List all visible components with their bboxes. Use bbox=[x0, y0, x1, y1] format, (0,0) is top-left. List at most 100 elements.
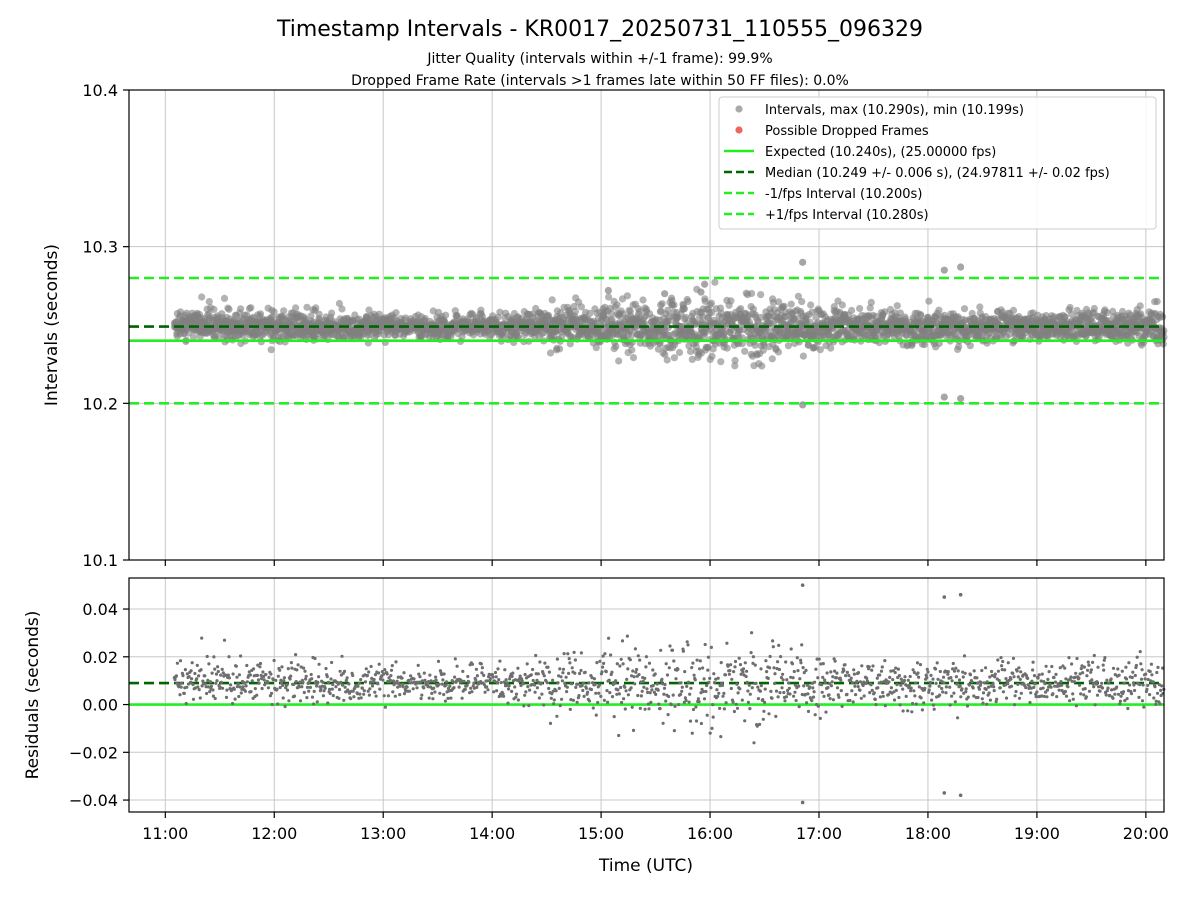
residual-point bbox=[719, 735, 723, 739]
residual-point bbox=[191, 682, 195, 687]
residual-point bbox=[662, 686, 667, 690]
residual-point bbox=[235, 685, 239, 689]
interval-point bbox=[548, 296, 556, 304]
residual-point bbox=[898, 703, 902, 707]
interval-point bbox=[787, 300, 795, 308]
residual-point bbox=[592, 677, 597, 681]
interval-point bbox=[731, 356, 739, 365]
interval-point bbox=[955, 342, 963, 351]
residual-point bbox=[444, 680, 449, 684]
residual-point bbox=[272, 658, 276, 663]
chart-subtitle-jitter: Jitter Quality (intervals within +/-1 fr… bbox=[426, 51, 772, 67]
residual-point bbox=[278, 668, 282, 672]
residual-point bbox=[593, 682, 597, 687]
residual-point bbox=[625, 677, 629, 682]
x-tick-label-6: 17:00 bbox=[796, 824, 842, 843]
residual-point bbox=[594, 691, 598, 695]
residual-point bbox=[582, 694, 586, 699]
interval-point bbox=[237, 305, 245, 313]
residual-point bbox=[514, 695, 518, 699]
residual-point bbox=[374, 694, 378, 698]
residual-point bbox=[232, 687, 236, 691]
residual-point bbox=[1144, 672, 1148, 676]
residual-point bbox=[985, 702, 989, 706]
residual-point bbox=[219, 673, 223, 677]
residual-point bbox=[305, 696, 309, 700]
residual-point bbox=[182, 691, 186, 696]
residual-point bbox=[448, 684, 452, 688]
residual-point bbox=[309, 672, 313, 677]
residual-point bbox=[767, 712, 771, 716]
residual-point bbox=[743, 661, 747, 665]
residual-point bbox=[432, 686, 436, 690]
residual-point bbox=[879, 680, 883, 684]
residual-point bbox=[359, 678, 363, 682]
interval-point bbox=[280, 307, 288, 315]
residual-point bbox=[957, 678, 962, 682]
residual-point bbox=[792, 694, 796, 698]
residual-point bbox=[339, 680, 343, 685]
interval-point bbox=[717, 358, 725, 366]
residual-point bbox=[674, 677, 678, 681]
interval-outlier-point bbox=[701, 280, 709, 288]
residual-point bbox=[888, 675, 892, 680]
residual-point bbox=[385, 672, 389, 676]
residual-point bbox=[446, 696, 450, 701]
residual-point bbox=[930, 698, 934, 702]
residual-point bbox=[567, 671, 571, 676]
residual-point bbox=[1155, 691, 1160, 695]
residual-point bbox=[325, 675, 329, 679]
interval-point bbox=[571, 307, 580, 315]
residual-point bbox=[848, 698, 852, 703]
residual-point bbox=[873, 697, 877, 702]
residual-point bbox=[474, 667, 478, 671]
residual-point bbox=[961, 675, 965, 679]
residual-point bbox=[1079, 692, 1083, 696]
residual-point bbox=[600, 670, 604, 674]
residual-point bbox=[768, 666, 772, 670]
residual-point bbox=[990, 669, 994, 674]
residual-point bbox=[574, 685, 578, 690]
residual-point bbox=[1049, 685, 1053, 689]
x-tick-label-1: 12:00 bbox=[251, 824, 297, 843]
residual-point bbox=[941, 675, 946, 679]
interval-point bbox=[629, 354, 638, 362]
residual-point bbox=[245, 680, 249, 684]
residual-point bbox=[813, 680, 817, 684]
residual-point bbox=[366, 689, 370, 693]
residual-point bbox=[835, 671, 839, 675]
residual-point bbox=[1148, 693, 1152, 697]
residual-point bbox=[1051, 692, 1055, 696]
residual-point bbox=[1152, 696, 1156, 700]
residual-point bbox=[745, 680, 749, 684]
residual-point bbox=[872, 691, 876, 695]
residual-point bbox=[479, 662, 483, 666]
residual-point bbox=[264, 672, 268, 677]
interval-outlier-point bbox=[957, 395, 965, 403]
residual-point bbox=[330, 660, 334, 665]
residual-point bbox=[422, 686, 426, 690]
residual-point bbox=[759, 684, 764, 688]
residual-point bbox=[816, 704, 821, 708]
residual-point bbox=[633, 647, 638, 651]
residual-point bbox=[997, 678, 1001, 683]
residual-point bbox=[510, 689, 514, 694]
residual-point bbox=[211, 694, 215, 698]
residual-point bbox=[810, 699, 814, 703]
residual-point bbox=[581, 688, 585, 693]
residual-point bbox=[191, 697, 196, 701]
legend-label-1: Possible Dropped Frames bbox=[765, 124, 929, 139]
residual-point bbox=[1092, 685, 1096, 689]
residual-point bbox=[1031, 660, 1035, 664]
residual-point bbox=[745, 669, 749, 673]
residual-point bbox=[249, 690, 253, 694]
residual-point bbox=[1133, 688, 1137, 693]
residual-point bbox=[545, 681, 550, 685]
residual-point bbox=[656, 688, 660, 692]
residuals-grid bbox=[129, 578, 1164, 812]
residual-point bbox=[562, 652, 566, 656]
residual-point bbox=[673, 704, 677, 709]
interval-point bbox=[686, 347, 695, 356]
residual-point bbox=[916, 671, 920, 675]
residual-point bbox=[253, 687, 257, 691]
